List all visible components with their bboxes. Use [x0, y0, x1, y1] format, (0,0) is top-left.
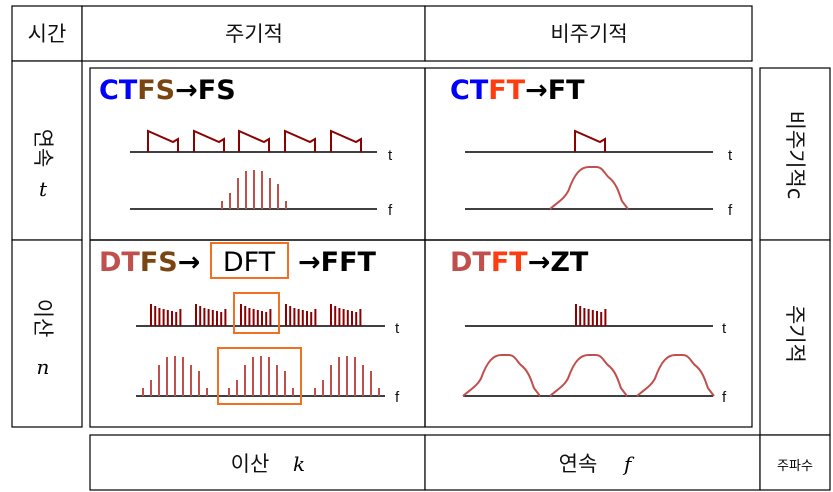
dtft-spectrum-curve — [462, 354, 541, 397]
header-time-cell — [11, 5, 83, 62]
dtft-f-label: f — [722, 389, 727, 406]
header-aperiodic-cell — [424, 5, 753, 62]
row-discrete-var: n — [37, 355, 50, 379]
right-periodic-label: 주기적 — [783, 305, 807, 363]
bottom-continuous-cell — [424, 434, 761, 491]
ctft-f-label: f — [728, 202, 733, 219]
row-discrete-cell — [11, 239, 83, 428]
header-periodic: 주기적 — [225, 22, 283, 46]
main-grid — [89, 67, 753, 428]
dtft-t-label: t — [722, 320, 727, 337]
bottom-frequency-cell — [759, 434, 831, 491]
row-discrete-label: 이산 — [31, 299, 55, 338]
dtfs-f-label: f — [395, 389, 400, 406]
ctfs-sawtooth-period — [193, 129, 225, 152]
dft-freq-window-box — [217, 347, 302, 405]
ctfs-sawtooth-period — [330, 129, 362, 152]
ctfs-sawtooth-period — [284, 129, 316, 152]
bottom-continuous-label: 연속 — [559, 452, 598, 476]
ctfs-title: CTFS→FS — [99, 75, 236, 106]
dtft-spectrum-curve — [549, 354, 628, 397]
dtfs-t-label: t — [395, 320, 400, 337]
ctft-spectrum-curve — [549, 166, 629, 210]
ctfs-f-label: f — [388, 202, 393, 219]
dft-time-window-box — [233, 292, 280, 334]
bottom-frequency-label: 주파수 — [777, 459, 813, 474]
bottom-discrete-var: k — [293, 452, 305, 476]
row-continuous-var: t — [39, 177, 48, 201]
ctft-pulse — [574, 129, 606, 152]
dft-label: DFT — [223, 247, 276, 278]
ctft-title: CTFT→FT — [450, 75, 585, 106]
header-time: 시간 — [28, 22, 67, 46]
right-aperiodic-label: 비주기적c — [783, 111, 807, 200]
bottom-discrete-cell — [89, 434, 426, 491]
ctfs-t-label: t — [388, 147, 393, 164]
bottom-discrete-label: 이산 — [231, 452, 270, 476]
ctfs-sawtooth-period — [238, 129, 270, 152]
dtfs-title: DTFS→ — [99, 247, 200, 278]
ctft-t-label: t — [728, 147, 733, 164]
fft-label: →FFT — [298, 247, 377, 278]
ctfs-sawtooth-period — [147, 129, 179, 152]
dtft-title: DTFT→ZT — [450, 247, 589, 278]
header-aperiodic: 비주기적 — [550, 22, 627, 46]
row-continuous-cell — [11, 60, 83, 241]
dft-highlight-box — [210, 242, 289, 279]
signal-marks — [142, 129, 715, 397]
row-continuous-label: 연속 — [31, 129, 55, 168]
dtft-spectrum-curve — [636, 354, 715, 397]
right-periodic-cell — [759, 239, 831, 436]
header-periodic-cell — [81, 5, 426, 62]
